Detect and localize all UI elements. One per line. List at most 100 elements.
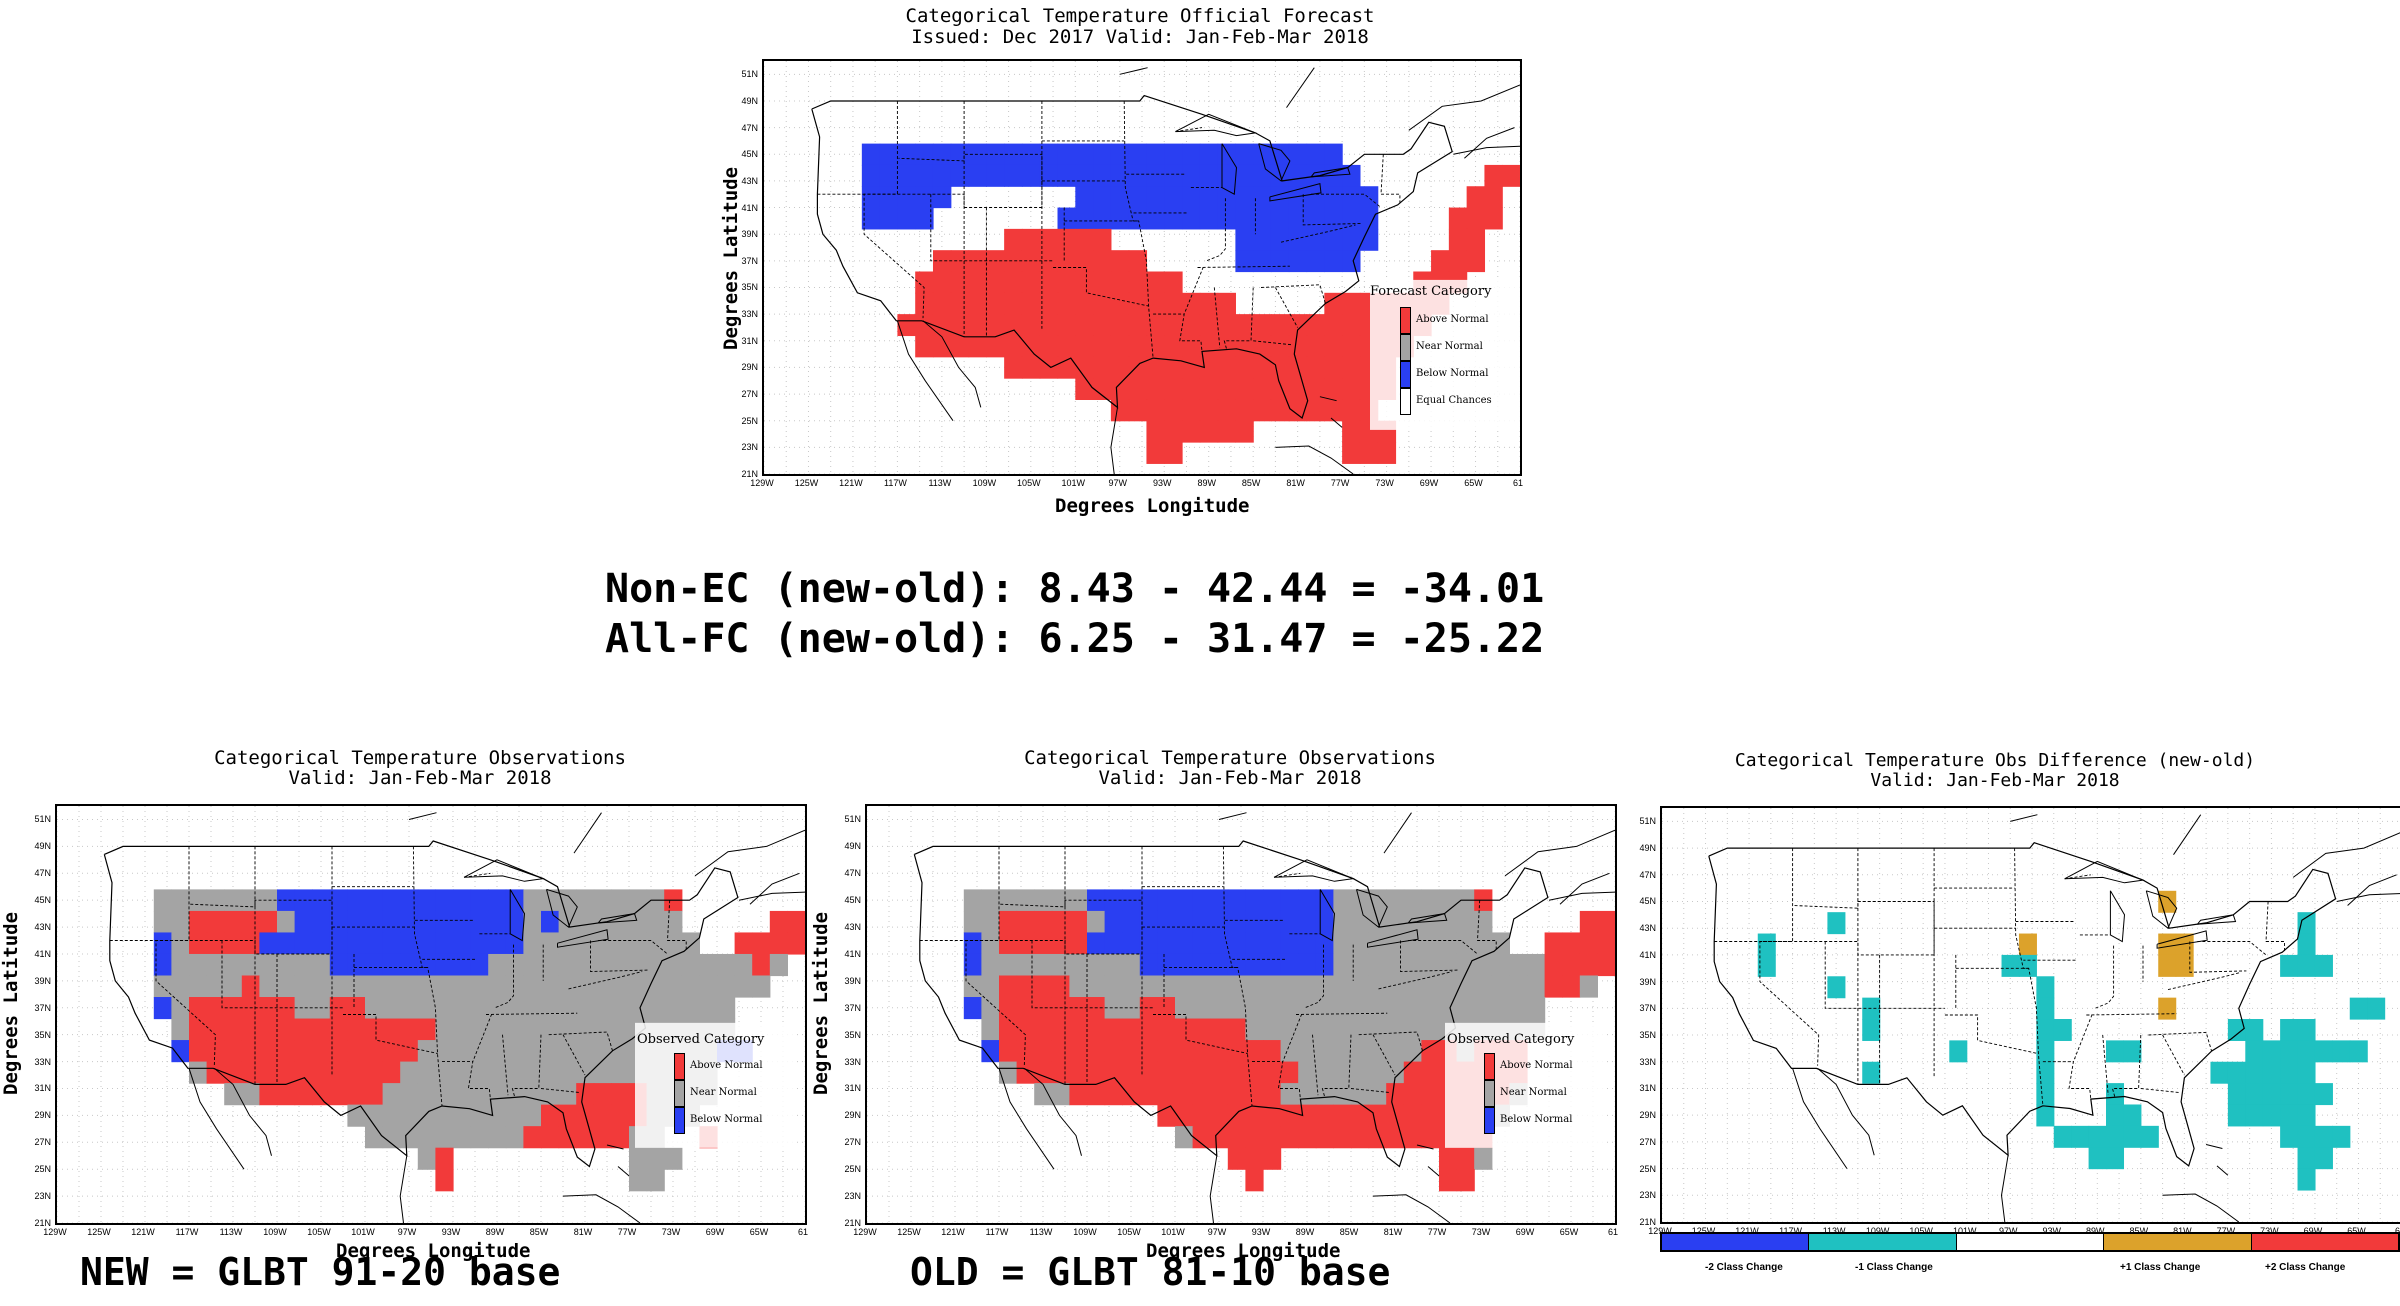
grid-cell [1245,1126,1264,1149]
grid-cell [1227,975,1246,998]
grid-cell [171,997,190,1020]
grid-cell [1403,1104,1422,1127]
colorbar-plus1 [2104,1234,2252,1250]
grid-cell [1403,953,1422,977]
grid-cell [505,1061,524,1084]
state-border [2094,945,2115,1009]
x-tick-label: 113W [219,1227,243,1237]
grid-cell [1562,953,1581,977]
grid-cell [1253,335,1272,358]
grid-cell [1359,442,1379,464]
grid-cell [1057,164,1076,187]
grid-cell [1093,271,1112,294]
grid-cell [1466,250,1486,273]
grid-cell [1386,1040,1405,1063]
grid-cell [505,910,524,934]
grid-cell [915,292,934,315]
grid-cell [1199,420,1219,443]
grid-cell [558,932,577,955]
grid-cell [1270,228,1290,251]
grid-cell [1263,975,1282,998]
grid-cell [1474,932,1493,955]
grid-cell [787,910,805,934]
coastline [1218,812,1247,820]
grid-cell [629,1147,648,1170]
grid-cell [752,932,771,955]
grid-cell [1324,314,1343,337]
grid-cell [1263,1083,1282,1106]
grid-cell [1075,207,1094,230]
grid-cell [1075,228,1094,251]
grid-cell [1051,1083,1070,1106]
lake-outline [2064,860,2145,884]
grid-cell [664,997,683,1020]
grid-cell [1757,954,1776,977]
y-tick-label: 33N [844,1056,861,1067]
grid-cell [915,143,934,166]
grid-cell [241,1018,260,1041]
grid-cell [2245,1061,2264,1084]
grid-cell [1146,420,1165,443]
grid-cell [558,1018,577,1041]
grid-cell [1235,143,1254,166]
x-tick-label: 97W [1207,1227,1227,1237]
grid-cell [1439,975,1458,998]
grid-cell [523,975,542,998]
grid-cell [1421,953,1440,977]
grid-cell [1386,1018,1405,1041]
grid-cell [1509,997,1528,1020]
grid-cell [1199,207,1219,230]
grid-cell [1039,335,1059,358]
grid-cell [1484,164,1503,187]
grid-cell [2106,1104,2125,1127]
grid-cell [1466,207,1486,230]
grid-cell [1298,1126,1317,1149]
grid-cell [1075,250,1094,273]
x-tick-label: 61 [1512,478,1524,488]
grid-cell [1235,399,1254,422]
grid-cell [259,932,278,955]
grid-cell [1280,1018,1299,1041]
grid-cell [400,1104,419,1127]
grid-cell [981,975,1000,998]
grid-cell [1199,186,1219,209]
grid-cell [1324,335,1343,358]
grid-cell [576,953,595,977]
grid-cell [1263,1126,1282,1149]
grid-cell [1377,442,1397,464]
grid-cell [2297,1083,2316,1106]
grid-cell [1263,889,1282,912]
grid-cell [277,1083,296,1106]
grid-cell [1057,335,1076,358]
grid-cell [1386,1083,1405,1106]
grid-cell [2175,954,2194,977]
grid-cell [1004,271,1023,294]
grid-cell [1164,356,1183,379]
grid-cell [1051,1018,1070,1041]
state-border [155,846,216,1066]
grid-cell [629,997,648,1020]
grid-cell [1069,953,1088,977]
grid-cell [189,910,208,934]
grid-cell [523,953,542,977]
coastline [399,1155,408,1223]
grid-cell [382,1040,401,1063]
y-tick-label: 43N [34,922,51,933]
grid-cell [1333,1040,1352,1063]
grid-cell [2175,933,2194,956]
grid-cell [1474,953,1493,977]
grid-cell [1093,356,1112,379]
y-tick-label: 51N [1639,816,1656,827]
grid-cell [435,910,454,934]
y-tick-label: 49N [34,841,51,852]
grid-cell [1245,1104,1264,1127]
grid-cell [1087,1061,1106,1084]
grid-cell [981,997,1000,1020]
coastline [2347,874,2397,906]
grid-cell [981,953,1000,977]
grid-cell [294,997,313,1020]
x-tick-label: 77W [617,1227,637,1237]
coastline [1548,891,1615,901]
grid-cell [2297,933,2316,956]
coastline [2216,1165,2229,1176]
